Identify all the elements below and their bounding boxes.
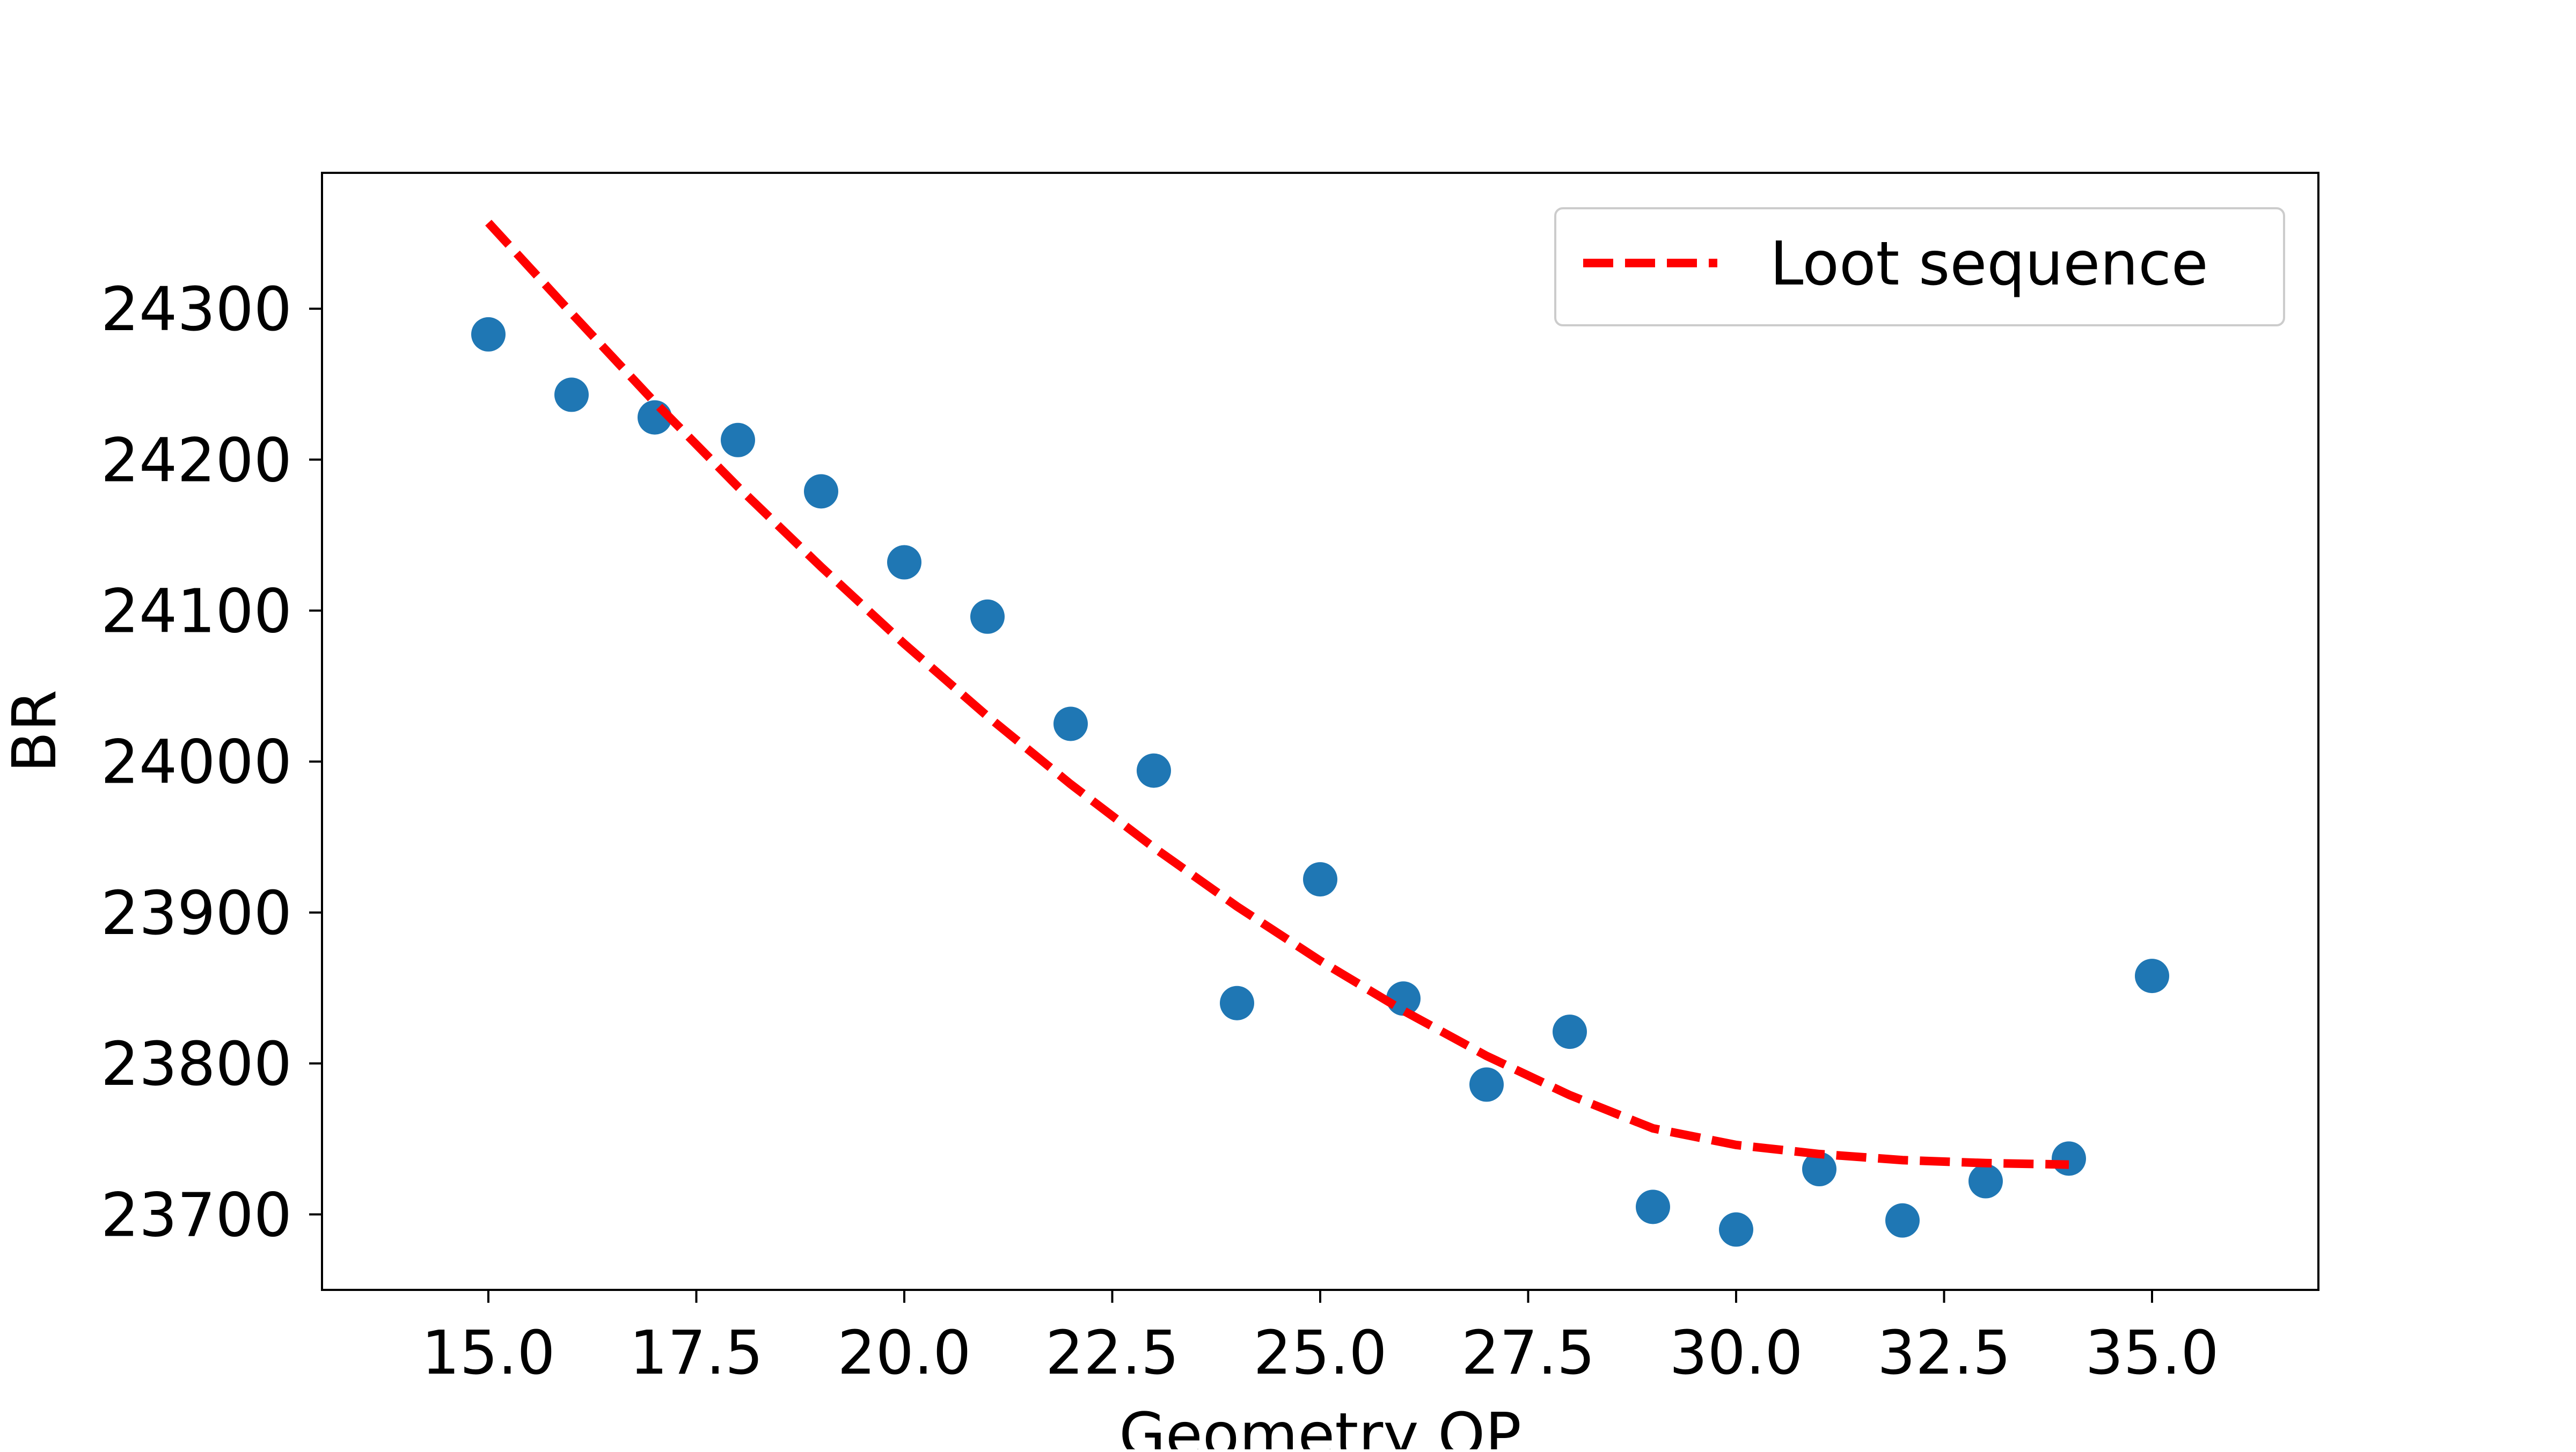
x-tick-label: 22.5 <box>1045 1318 1179 1388</box>
legend: Loot sequence <box>1554 207 2285 326</box>
y-tick-label: 24300 <box>101 275 292 345</box>
legend-entry-loot-sequence: Loot sequence <box>1770 229 2208 299</box>
scatter-point <box>554 377 589 412</box>
scatter-point <box>1553 1015 1587 1049</box>
scatter-point <box>2052 1141 2086 1176</box>
scatter-point <box>471 317 506 352</box>
plot-area <box>471 220 2169 1247</box>
y-tick-label: 24000 <box>101 728 292 798</box>
scatter-point <box>1719 1212 1753 1247</box>
loot-sequence-line <box>485 220 2069 1169</box>
x-tick-label: 17.5 <box>630 1318 763 1388</box>
scatter-point <box>1802 1152 1836 1187</box>
scatter-point <box>1053 706 1088 741</box>
scatter-point <box>970 599 1005 634</box>
scatter-point <box>1636 1190 1670 1224</box>
x-tick-label: 15.0 <box>421 1318 555 1388</box>
x-tick-label: 35.0 <box>2085 1318 2219 1388</box>
scatter-point <box>1137 753 1171 788</box>
scatter-point <box>2135 959 2169 994</box>
x-axis: 15.0 17.5 20.0 22.5 25.0 27.5 30.0 32.5 35.0 <box>421 1290 2219 1388</box>
scatter-point <box>1469 1067 1504 1102</box>
x-tick-label: 25.0 <box>1253 1318 1387 1388</box>
scatter-point <box>1968 1164 2003 1199</box>
x-tick-label: 20.0 <box>837 1318 971 1388</box>
y-axis-label: BR <box>0 690 70 773</box>
scatter-point <box>1386 981 1421 1016</box>
scatter-point <box>804 474 838 509</box>
x-axis-label: Geometry OP <box>1119 1400 1521 1449</box>
x-tick-label: 30.0 <box>1669 1318 1803 1388</box>
y-tick-label: 23700 <box>101 1180 292 1250</box>
scatter-point <box>721 422 755 457</box>
y-tick-label: 23800 <box>101 1030 292 1099</box>
x-tick-label: 27.5 <box>1461 1318 1595 1388</box>
x-tick-label: 32.5 <box>1877 1318 2011 1388</box>
scatter-point <box>1885 1203 1920 1238</box>
y-tick-label: 24200 <box>101 426 292 495</box>
y-tick-label: 23900 <box>101 879 292 948</box>
legend-box <box>1554 207 2285 326</box>
scatter-point <box>1220 986 1254 1020</box>
scatter-point <box>887 545 921 580</box>
y-axis: 23700 23800 23900 24000 24100 24200 24300 <box>101 275 322 1250</box>
y-tick-label: 24100 <box>101 577 292 647</box>
scatter-point <box>1303 862 1337 897</box>
